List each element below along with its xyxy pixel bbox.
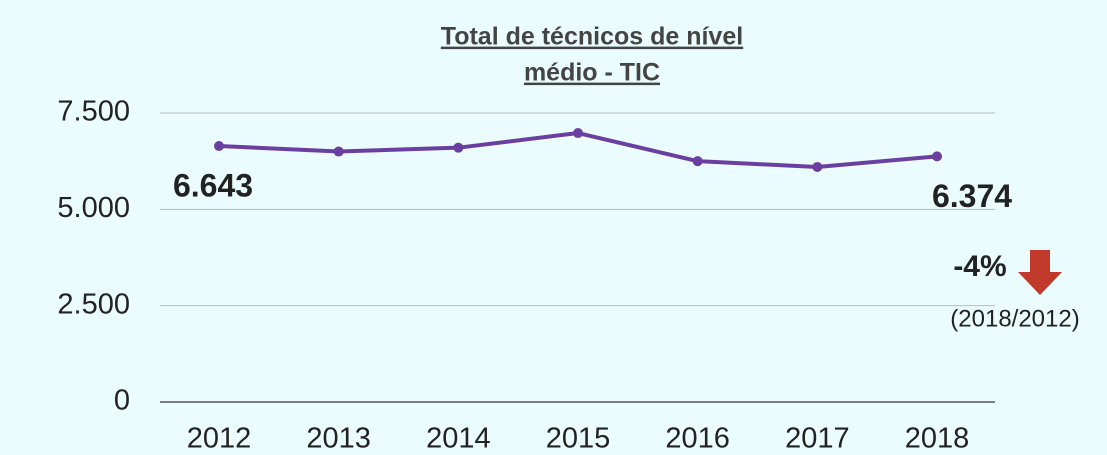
point xyxy=(812,161,823,172)
x-tick-label: 2012 xyxy=(187,423,252,455)
point xyxy=(453,142,464,153)
chart-title: médio - TIC xyxy=(524,59,660,87)
data-label: 6.643 xyxy=(173,167,253,203)
point xyxy=(573,128,583,139)
data-label: 6.374 xyxy=(932,178,1012,214)
x-tick-label: 2014 xyxy=(426,423,491,455)
y-tick-label: 2.500 xyxy=(57,288,130,320)
x-tick-label: 2013 xyxy=(306,423,371,455)
y-tick-label: 0 xyxy=(114,385,130,417)
chart-title: Total de técnicos de nível xyxy=(441,23,743,51)
x-tick-label: 2015 xyxy=(546,423,611,455)
period-annotation: (2018/2012) xyxy=(950,305,1079,332)
point xyxy=(692,156,703,167)
point xyxy=(333,146,344,157)
x-tick-label: 2016 xyxy=(665,423,730,455)
y-tick-label: 5.000 xyxy=(57,192,130,224)
point xyxy=(932,151,942,162)
down-arrow xyxy=(1018,250,1062,295)
point xyxy=(214,141,224,152)
y-tick-label: 7.500 xyxy=(57,96,130,128)
change-annotation: -4% xyxy=(953,250,1006,283)
x-tick-label: 2018 xyxy=(905,423,970,455)
x-tick-label: 2017 xyxy=(785,423,850,455)
